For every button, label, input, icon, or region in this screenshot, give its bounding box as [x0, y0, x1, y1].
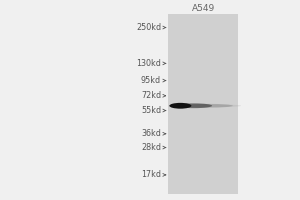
Ellipse shape — [183, 104, 233, 108]
Text: 130kd: 130kd — [136, 59, 161, 68]
Text: 250kd: 250kd — [136, 23, 161, 32]
Text: 17kd: 17kd — [141, 170, 161, 179]
Text: 55kd: 55kd — [141, 106, 161, 115]
Ellipse shape — [176, 103, 212, 108]
Text: 72kd: 72kd — [141, 91, 161, 100]
Text: 36kd: 36kd — [141, 129, 161, 138]
Text: 28kd: 28kd — [141, 143, 161, 152]
Text: A549: A549 — [191, 4, 215, 13]
Ellipse shape — [202, 105, 241, 107]
Ellipse shape — [169, 103, 191, 109]
Bar — [168, 14, 238, 194]
Text: 95kd: 95kd — [141, 76, 161, 85]
